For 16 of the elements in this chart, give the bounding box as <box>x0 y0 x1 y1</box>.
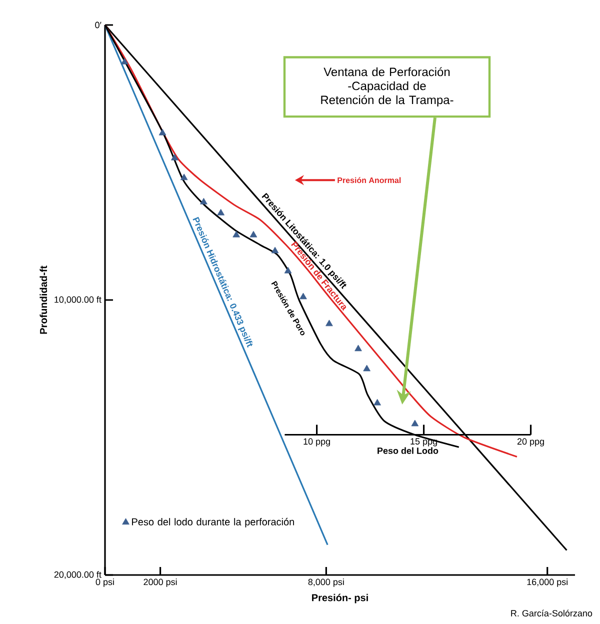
x-tick-label: 0 psi <box>96 578 114 587</box>
y-axis-title: Profundidad-ft <box>40 266 48 334</box>
x2-tick-label: 20 ppg <box>517 438 544 446</box>
x-tick-label: 8,000 psi <box>308 578 344 587</box>
y-tick-label: 20,000.00 ft <box>54 571 102 579</box>
annotation: Presión Anormal <box>338 177 401 184</box>
x-axis-title: Presión- psi <box>312 594 368 604</box>
annotation: Ventana de Perforación -Capacidad de Retención de la Trampa- <box>321 67 454 107</box>
x-tick-label: 2000 psi <box>144 578 177 587</box>
legend-label: Peso del lodo durante la perforación <box>132 518 294 528</box>
text: R. García-Solórzano <box>511 610 592 616</box>
x-tick-label: 16,000 psi <box>527 578 568 587</box>
y-tick-label: 10,000.00 ft <box>54 296 102 304</box>
x2-axis-title: Peso del Lodo <box>378 447 438 454</box>
y-tick-label: 0′ <box>95 22 102 28</box>
x2-tick-label: 10 ppg <box>304 438 330 446</box>
